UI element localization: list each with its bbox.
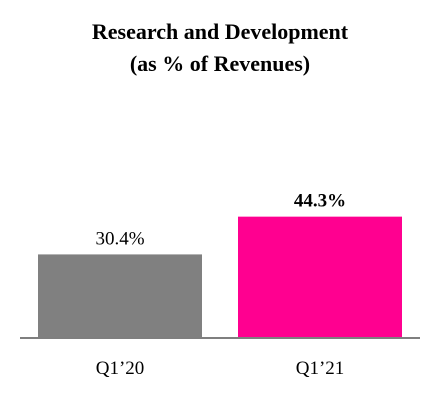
bar-1 [38,254,202,337]
x-tick-label-2: Q1’21 [296,358,345,379]
bar-value-label-2: 44.3% [294,191,346,212]
chart-title-line-1: Research and Development [92,19,349,44]
bar-group: 30.4% Q1’20 44.3% Q1’21 [38,191,402,379]
bar-value-label-1: 30.4% [95,228,144,249]
x-tick-label-1: Q1’20 [96,358,145,379]
chart-title-line-2: (as % of Revenues) [130,51,310,76]
bar-2 [238,216,402,337]
